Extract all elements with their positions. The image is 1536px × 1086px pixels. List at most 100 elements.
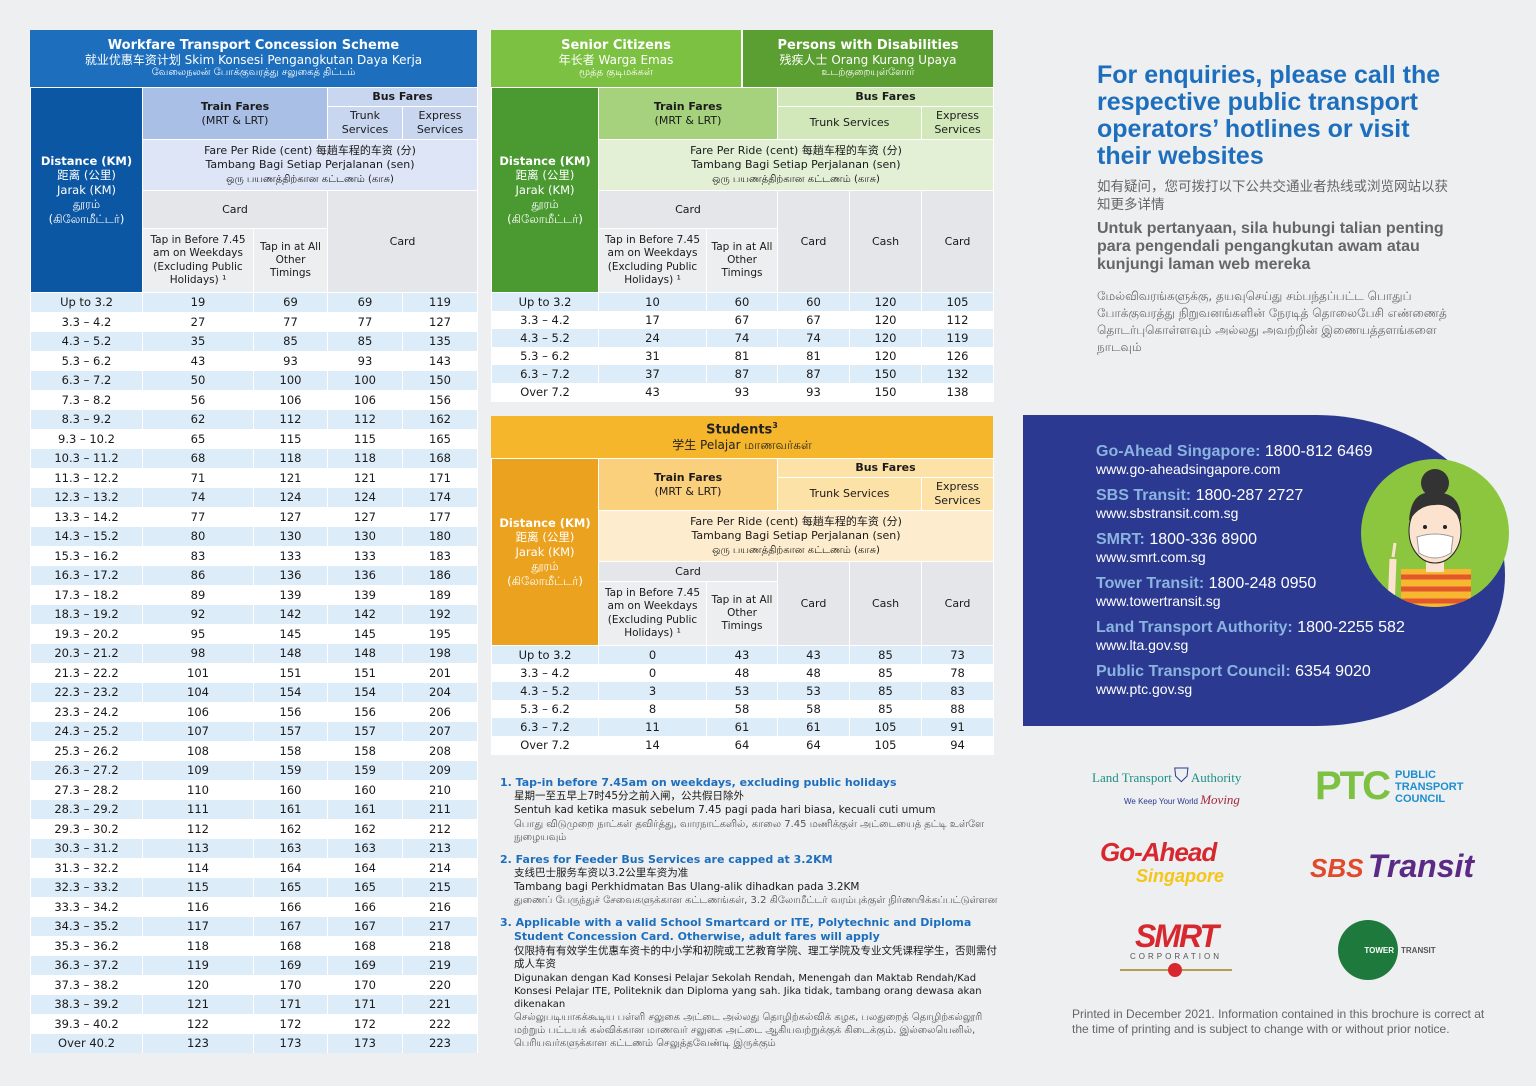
train-fares-header: Train Fares (MRT & LRT) — [598, 87, 778, 140]
fare-cell: 0 — [598, 645, 707, 664]
fare-cell: 78 — [920, 663, 995, 682]
contact-entry: Tower Transit: 1800-248 0950 www.towertra… — [1096, 575, 1405, 609]
fare-cell: 123 — [142, 1033, 254, 1053]
fare-row: 24.3 – 25.2 107 157 157 207 — [30, 721, 479, 741]
fare-cell: 172 — [327, 1014, 403, 1034]
distance-cell: 8.3 – 9.2 — [30, 409, 143, 429]
train-card-header: Card — [598, 561, 778, 582]
website-link[interactable]: www.go-aheadsingapore.com — [1096, 461, 1281, 477]
fare-cell: 173 — [327, 1033, 403, 1053]
fare-row: 36.3 – 37.2 119 169 169 219 — [30, 955, 479, 975]
distance-cell: 6.3 – 7.2 — [491, 365, 599, 384]
contact-entry: Land Transport Authority: 1800-2255 582 w… — [1096, 619, 1405, 653]
website-link[interactable]: www.towertransit.sg — [1096, 593, 1221, 609]
tap-before-header: Tap in Before 7.45 am on Weekdays (Exclu… — [598, 581, 707, 646]
fare-cell: 168 — [327, 936, 403, 956]
distance-cell: 3.3 – 4.2 — [491, 310, 599, 329]
website-link[interactable]: www.sbstransit.com.sg — [1096, 505, 1239, 521]
fare-row: 21.3 – 22.2 101 151 151 201 — [30, 663, 479, 683]
fare-row: 5.3 – 6.2 31 81 81 120 126 — [491, 347, 995, 366]
fare-row: Up to 3.2 10 60 60 120 105 — [491, 292, 995, 311]
fare-row: 15.3 – 16.2 83 133 133 183 — [30, 546, 479, 566]
fare-cell: 195 — [401, 624, 479, 644]
distance-cell: 31.3 – 32.2 — [30, 858, 143, 878]
distance-cell: 26.3 – 27.2 — [30, 760, 143, 780]
distance-cell: 12.3 – 13.2 — [30, 487, 143, 507]
fare-cell: 77 — [253, 312, 328, 332]
fare-row: 37.3 – 38.2 120 170 170 220 — [30, 975, 479, 995]
train-fares-header: Train Fares (MRT & LRT) — [598, 458, 778, 511]
fare-cell: 8 — [598, 700, 707, 719]
fare-cell: 204 — [401, 682, 479, 702]
hotline: 1800-287 2727 — [1195, 487, 1304, 504]
fare-cell: 136 — [253, 565, 328, 585]
fare-cell: 116 — [142, 897, 254, 917]
fare-row: 27.3 – 28.2 110 160 160 210 — [30, 780, 479, 800]
fare-cell: 74 — [706, 328, 778, 348]
fare-cell: 145 — [327, 624, 403, 644]
website-link[interactable]: www.lta.gov.sg — [1096, 637, 1189, 653]
fare-cell: 133 — [327, 546, 403, 566]
website-link[interactable]: www.smrt.com.sg — [1096, 549, 1206, 565]
enquiries-heading: For enquiries, please call the respectiv… — [1097, 61, 1441, 170]
fare-cell: 69 — [253, 292, 328, 312]
distance-cell: Up to 3.2 — [491, 645, 599, 664]
pwd-title: Persons with Disabilities 残疾人士 Orang Kura… — [741, 30, 993, 87]
fare-row: Up to 3.2 19 69 69 119 — [30, 292, 479, 312]
fare-cell: 0 — [598, 663, 707, 682]
students-title: Students3 学生 Pelajar மாணவர்கள் — [491, 416, 993, 458]
fare-row: 38.3 – 39.2 121 171 171 221 — [30, 994, 479, 1014]
distance-cell: 4.3 – 5.2 — [30, 331, 143, 351]
fare-cell: 80 — [142, 526, 254, 546]
fare-cell: 89 — [142, 585, 254, 605]
fare-cell: 158 — [253, 741, 328, 761]
fare-cell: 85 — [849, 700, 922, 719]
fare-cell: 67 — [706, 310, 778, 329]
distance-cell: 5.3 – 6.2 — [491, 347, 599, 366]
fare-cell: 85 — [849, 663, 922, 682]
fare-cell: 219 — [401, 955, 479, 975]
distance-cell: 18.3 – 19.2 — [30, 604, 143, 624]
distance-cell: 5.3 – 6.2 — [491, 700, 599, 719]
fare-cell: 60 — [706, 292, 778, 311]
fare-cell: 100 — [327, 370, 403, 390]
fare-cell: 81 — [777, 347, 850, 366]
fare-cell: 120 — [849, 310, 922, 329]
fare-cell: 169 — [327, 955, 403, 975]
fare-cell: 161 — [327, 799, 403, 819]
distance-cell: Over 7.2 — [491, 383, 599, 402]
contact-entry: Go-Ahead Singapore: 1800-812 6469 www.go-… — [1096, 443, 1405, 477]
fare-cell: 87 — [706, 365, 778, 384]
fare-row: Over 40.2 123 173 173 223 — [30, 1033, 479, 1053]
fare-cell: 85 — [849, 681, 922, 701]
fare-cell: 107 — [142, 721, 254, 741]
fare-cell: 69 — [327, 292, 403, 312]
tap-other-header: Tap in at All Other Timings — [706, 228, 778, 293]
fare-cell: 161 — [253, 799, 328, 819]
fare-cell: 124 — [253, 487, 328, 507]
fare-cell: 186 — [401, 565, 479, 585]
fare-cell: 120 — [142, 975, 254, 995]
fare-cell: 167 — [253, 916, 328, 936]
distance-cell: 15.3 – 16.2 — [30, 546, 143, 566]
trunk-cash-header: Cash — [849, 561, 922, 646]
fare-cell: 148 — [253, 643, 328, 663]
fare-cell: 213 — [401, 838, 479, 858]
printed-notice: Printed in December 2021. Information co… — [1072, 1007, 1485, 1036]
tap-before-header: Tap in Before 7.45 am on Weekdays (Exclu… — [598, 228, 707, 293]
fare-cell: 156 — [327, 702, 403, 722]
fare-cell: 177 — [401, 507, 479, 527]
website-link[interactable]: www.ptc.gov.sg — [1096, 681, 1193, 697]
distance-cell: 22.3 – 23.2 — [30, 682, 143, 702]
fare-cell: 151 — [327, 663, 403, 683]
tap-other-header: Tap in at All Other Timings — [253, 228, 328, 293]
fare-cell: 108 — [142, 741, 254, 761]
fare-cell: 211 — [401, 799, 479, 819]
express-card-header: Card — [920, 190, 995, 293]
fare-cell: 58 — [777, 700, 850, 719]
fare-row: 4.3 – 5.2 24 74 74 120 119 — [491, 328, 995, 348]
express-services-header: Express Services — [920, 477, 995, 511]
distance-cell: 30.3 – 31.2 — [30, 838, 143, 858]
fare-cell: 218 — [401, 936, 479, 956]
smrt-logo: SMRT CORPORATION — [1120, 920, 1232, 977]
